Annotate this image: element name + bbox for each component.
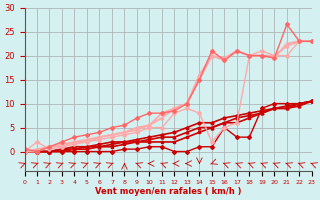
X-axis label: Vent moyen/en rafales ( km/h ): Vent moyen/en rafales ( km/h ) [95, 187, 241, 196]
